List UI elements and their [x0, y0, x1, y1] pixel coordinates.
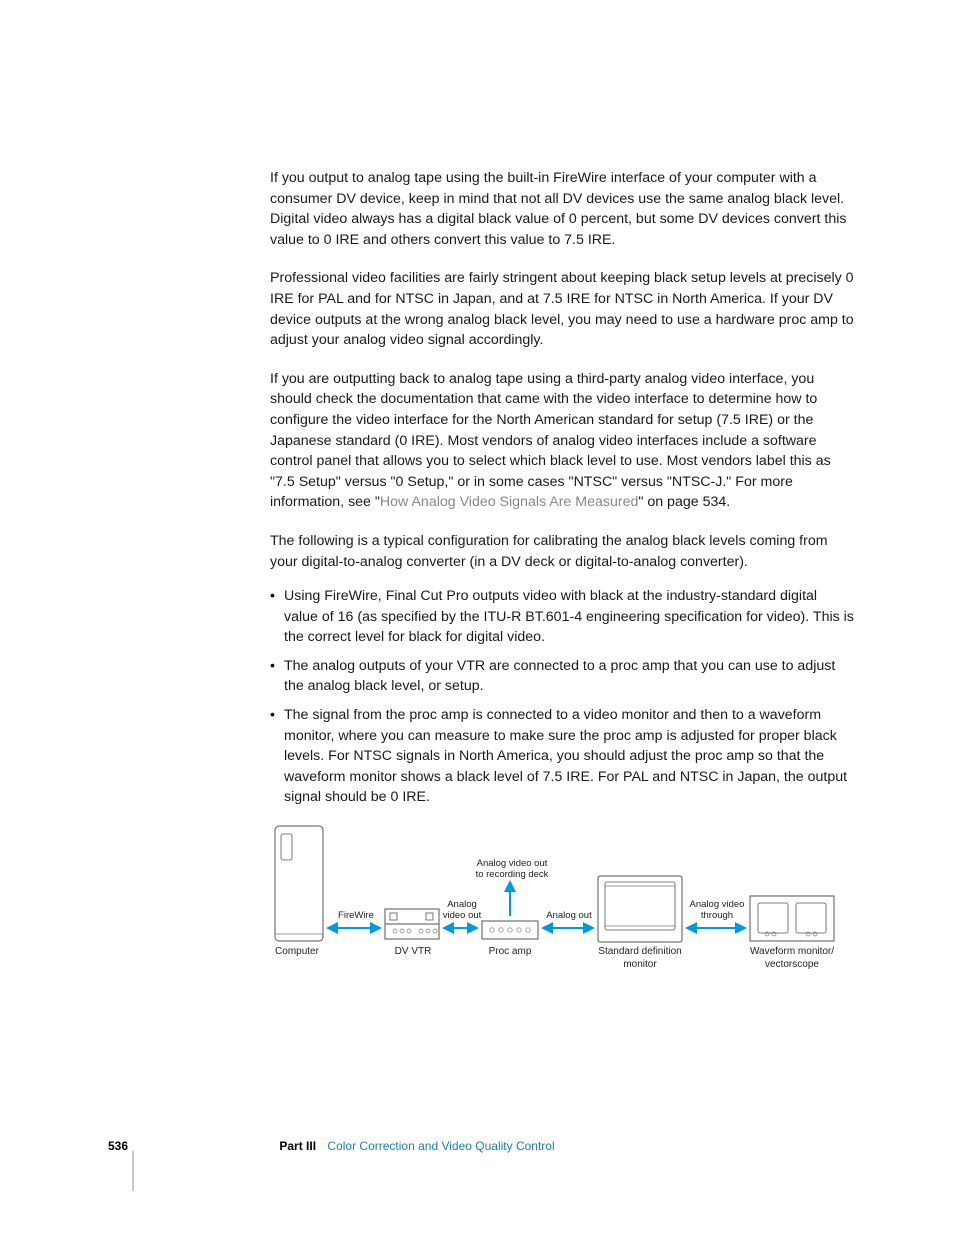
bullet-list: Using FireWire, Final Cut Pro outputs vi…	[270, 586, 854, 808]
body-paragraph: The following is a typical configuration…	[270, 531, 854, 572]
conn-label-analogout: Analog out	[540, 910, 598, 921]
device-label-wfm-l1: Waveform monitor/	[737, 946, 847, 957]
conn-label-up1: Analog video out	[462, 858, 562, 869]
bullet-item: The signal from the proc amp is connecte…	[270, 705, 854, 808]
conn-label-up2: to recording deck	[462, 869, 562, 880]
bullet-item: The analog outputs of your VTR are conne…	[270, 656, 854, 697]
device-label-computer: Computer	[242, 946, 352, 957]
conn-label-thru2: through	[684, 910, 750, 921]
device-label-dvvtr: DV VTR	[358, 946, 468, 957]
device-label-monitor-l2: monitor	[585, 959, 695, 970]
paragraph-text: " on page 534.	[638, 494, 730, 510]
cross-reference-link[interactable]: How Analog Video Signals Are Measured	[380, 494, 638, 510]
bullet-item: Using FireWire, Final Cut Pro outputs vi…	[270, 586, 854, 648]
device-label-wfm-l2: vectorscope	[737, 959, 847, 970]
part-label: Part III	[279, 1139, 316, 1153]
footer-rule	[132, 1151, 134, 1191]
body-paragraph: If you are outputting back to analog tap…	[270, 369, 854, 513]
paragraph-text: If you are outputting back to analog tap…	[270, 371, 831, 511]
page-number: 536	[108, 1139, 128, 1153]
signal-flow-diagram: Computer DV VTR Proc amp Standard defini…	[270, 826, 860, 1006]
body-paragraph: Professional video facilities are fairly…	[270, 268, 854, 350]
document-page: If you output to analog tape using the b…	[0, 0, 954, 1235]
conn-label-thru1: Analog video	[684, 899, 750, 910]
part-title: Color Correction and Video Quality Contr…	[327, 1139, 554, 1153]
conn-label-analog-b: video out	[438, 910, 486, 921]
device-label-monitor-l1: Standard definition	[585, 946, 695, 957]
device-label-procamp: Proc amp	[455, 946, 565, 957]
conn-label-firewire: FireWire	[332, 910, 380, 921]
body-paragraph: If you output to analog tape using the b…	[270, 168, 854, 250]
page-footer: 536 Part III Color Correction and Video …	[108, 1139, 808, 1153]
conn-label-analog: Analog	[438, 899, 486, 910]
